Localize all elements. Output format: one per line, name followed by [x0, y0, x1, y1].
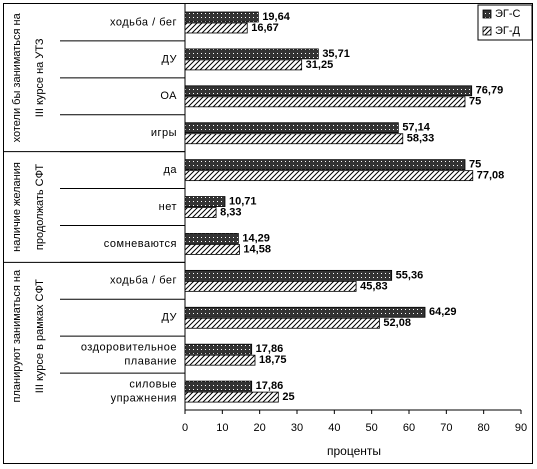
value-label: 17,86	[256, 380, 284, 392]
bar	[184, 343, 253, 355]
group-label: III курсе на УТЗ	[34, 38, 46, 117]
bar	[184, 354, 256, 366]
value-label: 18,75	[259, 354, 287, 366]
category-label: ДУ	[161, 312, 177, 324]
bar	[184, 48, 319, 60]
bar	[184, 59, 303, 71]
bar	[184, 391, 279, 403]
bar	[184, 133, 404, 145]
legend-swatch	[482, 9, 492, 19]
x-tick-label: 40	[328, 422, 340, 434]
x-tick-label: 20	[254, 422, 266, 434]
bar	[184, 170, 474, 182]
value-label: 52,08	[383, 317, 411, 329]
bar	[184, 280, 357, 292]
value-label: 58,33	[407, 133, 435, 145]
bar	[184, 244, 240, 255]
value-label: 10,71	[229, 195, 257, 207]
category-label: да	[163, 164, 177, 176]
category-label: ДУ	[161, 53, 177, 65]
bar	[184, 306, 426, 318]
value-label: 19,64	[262, 11, 290, 23]
bar	[184, 196, 226, 207]
bar	[184, 207, 217, 218]
value-label: 64,29	[429, 306, 457, 318]
group-label: хотели бы заниматься на	[11, 12, 23, 142]
bar	[184, 233, 239, 244]
bar	[184, 122, 399, 134]
value-label: 76,79	[476, 85, 504, 97]
frame	[3, 3, 533, 464]
x-tick-label: 50	[366, 422, 378, 434]
x-tick-label: 80	[478, 422, 490, 434]
category-label: ходьба / бег	[110, 275, 177, 287]
value-label: 16,67	[251, 22, 279, 34]
group-label: планируют заниматься на	[11, 269, 23, 402]
category-label: сомневаются	[104, 238, 177, 250]
x-tick-label: 90	[515, 422, 527, 434]
x-tick-label: 60	[403, 422, 415, 434]
legend-label: ЭГ-Д	[495, 25, 521, 37]
value-label: 8,33	[220, 206, 241, 218]
value-label: 77,08	[477, 170, 505, 182]
value-label: 35,71	[322, 48, 350, 60]
value-label: 45,83	[360, 280, 388, 292]
bar	[184, 96, 466, 108]
bar	[184, 11, 259, 23]
legend-swatch	[482, 26, 492, 36]
x-tick-label: 30	[291, 422, 303, 434]
group-label: III курсе в рамках СФТ	[34, 279, 46, 393]
value-label: 57,14	[402, 122, 430, 134]
value-label: 75	[469, 159, 481, 171]
category-label: упражнения	[111, 392, 177, 404]
value-label: 14,29	[242, 232, 270, 244]
value-label: 14,58	[243, 243, 271, 255]
bar	[184, 380, 253, 392]
bar	[184, 317, 380, 329]
value-label: 25	[282, 391, 294, 403]
x-axis-label: проценты	[327, 444, 381, 458]
value-label: 31,25	[306, 59, 334, 71]
x-tick-label: 0	[182, 422, 188, 434]
category-label: ходьба / бег	[110, 16, 177, 28]
group-label: наличие желания	[11, 162, 23, 252]
x-tick-label: 70	[440, 422, 452, 434]
group-label: продолжать СФТ	[34, 164, 46, 250]
bar	[184, 269, 393, 281]
category-label: игры	[151, 127, 177, 139]
legend-label: ЭГ-С	[495, 8, 521, 20]
category-label: плавание	[124, 356, 177, 368]
value-label: 17,86	[256, 343, 284, 355]
value-label: 55,36	[396, 269, 424, 281]
value-label: 75	[469, 96, 481, 108]
bar	[184, 159, 466, 171]
bar	[184, 22, 248, 34]
bar	[184, 85, 473, 97]
category-label: силовые	[129, 378, 177, 390]
category-label: оздоровительное	[81, 342, 177, 354]
category-label: ОА	[160, 90, 177, 102]
category-label: нет	[159, 201, 177, 213]
x-tick-label: 10	[216, 422, 228, 434]
